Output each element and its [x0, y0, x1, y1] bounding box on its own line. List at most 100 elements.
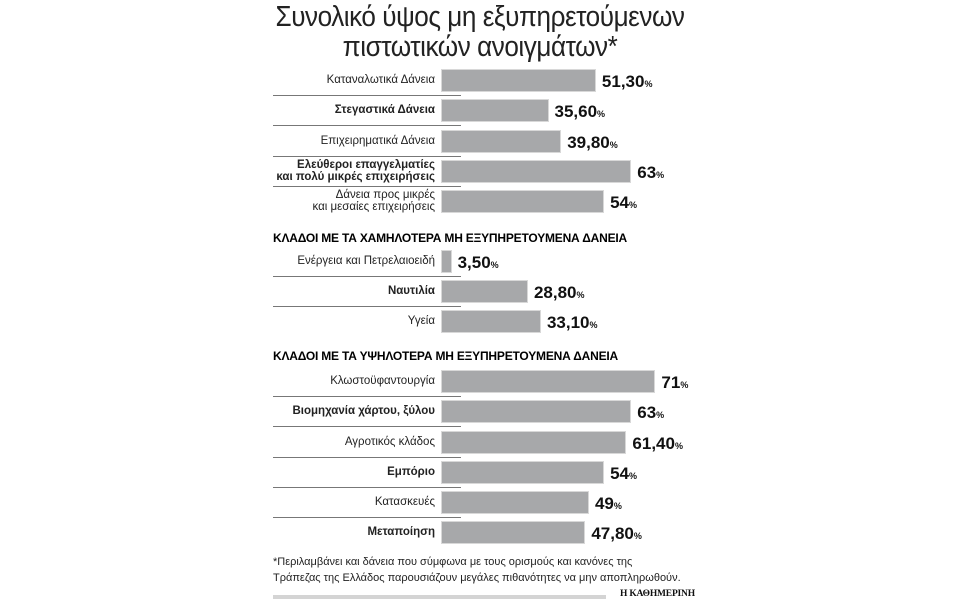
data-label: 28,80% [534, 283, 585, 305]
section-heading: ΚΛΑΔΟΙ ΜΕ ΤΑ ΧΑΜΗΛΟΤΕΡΑ ΜΗ ΕΞΥΠΗΡΕΤΟΥΜΕΝ… [273, 231, 627, 245]
data-label-value: 54 [610, 193, 629, 212]
data-label: 49% [595, 494, 622, 516]
data-label-value: 63 [637, 163, 657, 182]
bar-label-line: Αγροτικός κλάδος [344, 436, 435, 448]
data-label-value: 28,80 [533, 283, 577, 302]
bar-label: Αγροτικός κλάδος [345, 436, 435, 448]
bar-label: Καταναλωτικά Δάνεια [327, 74, 435, 86]
bar [441, 130, 562, 153]
data-label: 61,40% [632, 434, 683, 456]
data-label-unit: % [609, 140, 618, 150]
data-label-value: 35,60 [554, 102, 598, 121]
bottom-rule [273, 595, 606, 599]
bar-label-line: Υγεία [407, 315, 435, 327]
data-label-unit: % [490, 260, 499, 270]
bar-label: Εμπόριο [387, 466, 435, 478]
bar [441, 491, 589, 514]
row-separator [273, 125, 461, 126]
bar [441, 370, 656, 393]
data-label-unit: % [680, 380, 689, 390]
row-separator [273, 396, 461, 397]
row-separator [273, 156, 461, 157]
data-label: 47,80% [591, 524, 642, 546]
footnote-line-2: Τράπεζας της Ελλάδος παρουσιάζουν μεγάλε… [273, 572, 681, 584]
row-separator [273, 186, 461, 187]
bar [441, 280, 528, 303]
data-label-value: 49 [594, 494, 614, 513]
data-label: 35,60% [555, 102, 606, 124]
row-separator [273, 517, 461, 518]
data-label-unit: % [629, 471, 638, 481]
data-label-value: 61,40 [632, 434, 675, 453]
data-label-value: 47,80 [591, 524, 634, 543]
data-label: 3,50% [458, 253, 499, 275]
data-label: 33,10% [547, 313, 598, 335]
bar-label: Κατασκευές [375, 496, 435, 508]
bar-label-line: και μεσαίες επιχειρήσεις [312, 201, 435, 213]
bar-label-line: και πολύ μικρές επιχειρήσεις [276, 171, 435, 183]
data-label-value: 54 [610, 464, 629, 483]
row-separator [273, 95, 461, 96]
bar-label-line: Δάνεια προς μικρές [335, 189, 435, 201]
data-label-unit: % [589, 320, 598, 330]
data-label-unit: % [656, 410, 665, 420]
data-label-value: 39,80 [567, 133, 610, 152]
bar-label: Δάνεια προς μικρές και μεσαίες επιχειρήσε… [312, 189, 435, 213]
data-label-unit: % [674, 441, 683, 451]
data-label-unit: % [576, 290, 585, 300]
bar [441, 431, 627, 454]
bar-label-line: Ναυτιλία [387, 285, 435, 297]
bar-label: Ενέργεια και Πετρελαιοειδή [297, 255, 435, 267]
brand-logo: Η ΚΑΘΗΜΕΡΙΝΗ [620, 589, 695, 599]
data-label-value: 3,50 [457, 253, 491, 272]
data-label-unit: % [613, 501, 622, 511]
section-heading: ΚΛΑΔΟΙ ΜΕ ΤΑ ΥΨΗΛΟΤΕΡΑ ΜΗ ΕΞΥΠΗΡΕΤΟΥΜΕΝΑ… [273, 349, 619, 363]
bar [441, 310, 541, 333]
bar [441, 160, 632, 183]
data-label: 54% [610, 193, 637, 215]
row-separator [273, 457, 461, 458]
data-label-unit: % [656, 170, 665, 180]
bar-label: Υγεία [408, 315, 435, 327]
data-label-value: 71 [661, 373, 681, 392]
bar [441, 461, 605, 484]
data-label: 71% [661, 373, 688, 395]
row-separator [273, 426, 461, 427]
bar-label: Στεγαστικά Δάνεια [335, 104, 435, 116]
bar-label-line: Εμπόριο [387, 466, 435, 478]
bar-label-line: Μεταποίηση [367, 526, 435, 538]
row-separator [273, 487, 461, 488]
data-label-value: 33,10 [546, 313, 590, 332]
bar-label: Κλωστοϋφαντουργία [330, 375, 435, 387]
bar-label-line: Ενέργεια και Πετρελαιοειδή [297, 255, 435, 267]
data-label: 63% [637, 163, 664, 185]
data-label: 54% [610, 464, 637, 486]
chart-title-line-1: Συνολικό ύψος μη εξυπηρετούμενων [275, 1, 685, 33]
data-label-unit: % [597, 109, 606, 119]
data-label-unit: % [629, 200, 638, 210]
data-label-value: 63 [637, 403, 657, 422]
bar-label-line: Κατασκευές [374, 496, 435, 508]
data-label-unit: % [633, 531, 642, 541]
data-label-value: 51,30 [601, 72, 645, 91]
bar [441, 250, 452, 273]
bar-label-line: Επιχειρηματικά Δάνεια [320, 135, 435, 147]
row-separator [273, 276, 461, 277]
data-label: 63% [637, 403, 664, 425]
bar [441, 190, 605, 213]
bar-label-line: Στεγαστικά Δάνεια [334, 104, 435, 116]
bar-label: Ναυτιλία [388, 285, 435, 297]
bar-label: Βιομηχανία χάρτου, ξύλου [293, 405, 436, 417]
bar [441, 521, 586, 544]
footnote: *Περιλαμβάνει και δάνεια που σύμφωνα με … [273, 554, 681, 586]
data-label: 51,30% [602, 72, 653, 94]
row-separator [273, 306, 461, 307]
bar [441, 400, 632, 423]
bar [441, 69, 596, 92]
footnote-line-1: *Περιλαμβάνει και δάνεια που σύμφωνα με … [273, 556, 633, 568]
data-label-unit: % [644, 79, 653, 89]
data-label: 39,80% [567, 133, 618, 155]
bar-label-line: Ελεύθεροι επαγγελματίες [297, 159, 435, 171]
bar-label-line: Βιομηχανία χάρτου, ξύλου [292, 405, 436, 417]
bar-label-line: Κλωστοϋφαντουργία [330, 375, 435, 387]
